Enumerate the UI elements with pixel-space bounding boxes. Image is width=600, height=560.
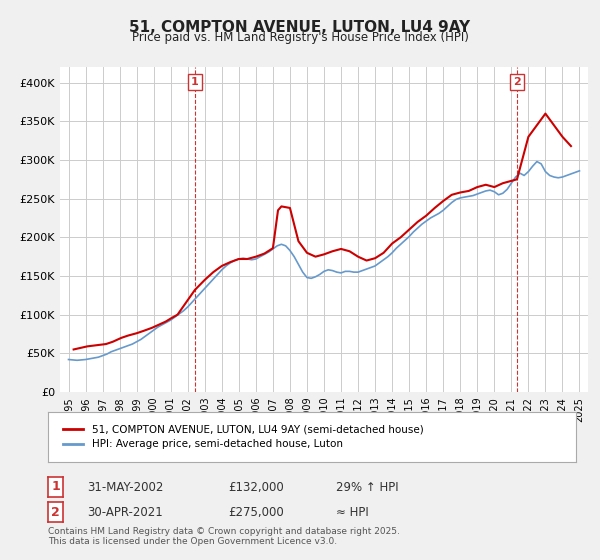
Text: £132,000: £132,000 — [228, 480, 284, 494]
Text: 1: 1 — [191, 77, 199, 87]
Text: £275,000: £275,000 — [228, 506, 284, 519]
Text: 31-MAY-2002: 31-MAY-2002 — [87, 480, 163, 494]
Text: 29% ↑ HPI: 29% ↑ HPI — [336, 480, 398, 494]
Text: 51, COMPTON AVENUE, LUTON, LU4 9AY: 51, COMPTON AVENUE, LUTON, LU4 9AY — [130, 20, 470, 35]
Text: 2: 2 — [51, 506, 60, 519]
Text: 1: 1 — [51, 480, 60, 493]
Text: Price paid vs. HM Land Registry's House Price Index (HPI): Price paid vs. HM Land Registry's House … — [131, 31, 469, 44]
Text: 2: 2 — [513, 77, 521, 87]
Text: 30-APR-2021: 30-APR-2021 — [87, 506, 163, 519]
Text: ≈ HPI: ≈ HPI — [336, 506, 369, 519]
Legend: 51, COMPTON AVENUE, LUTON, LU4 9AY (semi-detached house), HPI: Average price, se: 51, COMPTON AVENUE, LUTON, LU4 9AY (semi… — [58, 420, 428, 454]
Text: Contains HM Land Registry data © Crown copyright and database right 2025.
This d: Contains HM Land Registry data © Crown c… — [48, 526, 400, 546]
